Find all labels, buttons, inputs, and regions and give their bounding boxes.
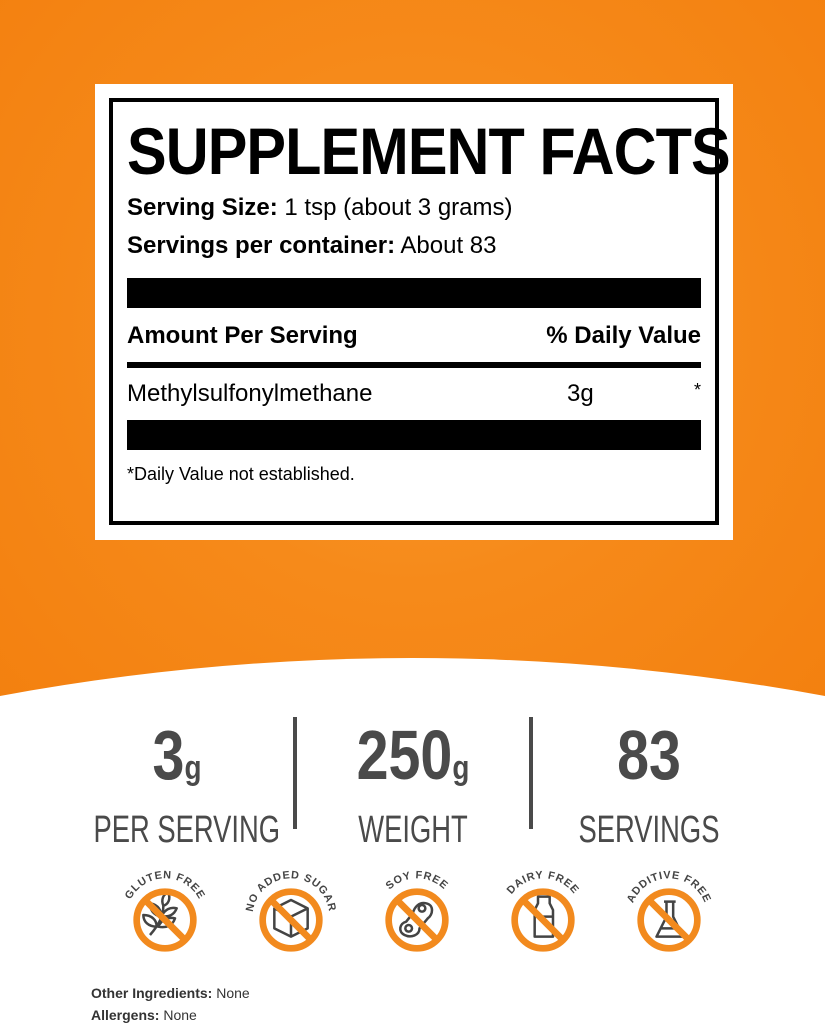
supplement-facts-panel: SUPPLEMENT FACTS Serving Size: 1 tsp (ab… — [95, 84, 733, 540]
stats-row: 3g PER SERVING 250g WEIGHT 83 SERVINGS — [0, 715, 825, 852]
badge-additive-free: ADDITIVE FREE — [619, 860, 719, 975]
soybean-icon — [399, 901, 434, 938]
badge-label: ADDITIVE FREE — [625, 869, 714, 905]
white-curve — [0, 658, 825, 1024]
free-from-badges: GLUTEN FREE NO ADDED SUGAR SOY FREE DAIR… — [115, 860, 719, 975]
badge-soy-free: SOY FREE — [367, 860, 467, 975]
prohibition-circle — [259, 888, 323, 952]
prohibition-circle — [511, 888, 575, 952]
table-header: Amount Per Serving% Daily Value — [127, 322, 701, 349]
prohibition-slash — [520, 897, 566, 943]
badge-dairy-free: DAIRY FREE — [493, 860, 593, 975]
divider — [127, 362, 701, 368]
prohibition-slash — [268, 897, 314, 943]
prohibition-slash — [394, 897, 440, 943]
stat-per-serving: 3g PER SERVING — [92, 716, 280, 851]
prohibition-slash — [646, 897, 692, 943]
divider — [528, 717, 533, 829]
other-ingredients: Other Ingredients: None — [91, 985, 250, 1001]
prohibition-circle — [385, 888, 449, 952]
badge-label: GLUTEN FREE — [123, 869, 208, 901]
divider-bar — [127, 278, 701, 308]
prohibition-slash — [142, 897, 188, 943]
footnote: *Daily Value not established. — [127, 464, 355, 484]
prohibition-circle — [637, 888, 701, 952]
divider — [292, 717, 297, 829]
allergens: Allergens: None — [91, 1007, 197, 1023]
facts-title: SUPPLEMENT FACTS — [127, 114, 731, 188]
stat-weight: 250g WEIGHT — [356, 716, 469, 851]
badge-gluten-free: GLUTEN FREE — [115, 860, 215, 975]
servings-per-container: Servings per container: About 83 — [127, 232, 497, 259]
ingredient-row: Methylsulfonylmethane 3g * — [127, 380, 701, 407]
serving-size: Serving Size: 1 tsp (about 3 grams) — [127, 194, 513, 221]
divider-bar — [127, 420, 701, 450]
prohibition-circle — [133, 888, 197, 952]
stat-servings: 83 SERVINGS — [578, 716, 719, 851]
badge-no-added-sugar: NO ADDED SUGAR — [241, 860, 341, 975]
